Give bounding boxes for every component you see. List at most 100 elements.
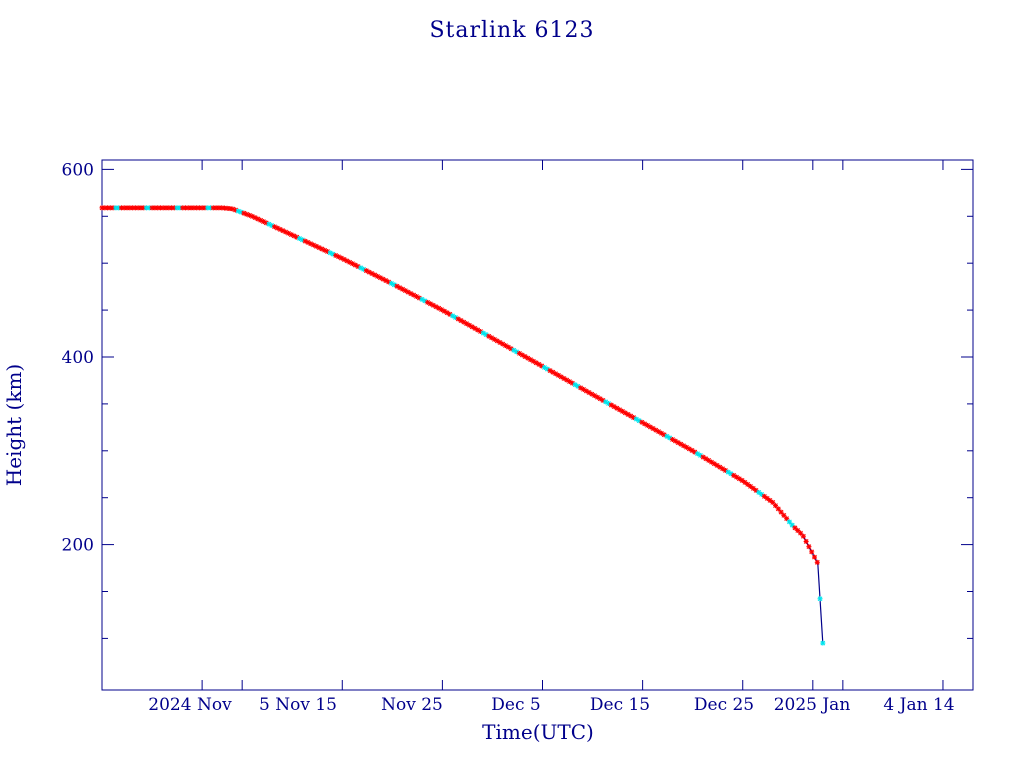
data-point-stroke (319, 246, 325, 252)
data-point-stroke (489, 335, 495, 341)
data-point-stroke (311, 242, 316, 248)
data-point-stroke (391, 282, 397, 288)
data-point-stroke (611, 404, 617, 410)
data-point-stroke (338, 255, 344, 261)
data-point-stroke (542, 365, 547, 370)
data-point-stroke (645, 423, 650, 428)
data-point (747, 483, 753, 489)
data-point-stroke (750, 485, 756, 491)
data-point-stroke (781, 512, 787, 518)
data-point-stroke (480, 330, 486, 336)
series-layer (99, 205, 826, 646)
data-point-stroke (798, 530, 803, 536)
data-point (806, 544, 812, 550)
data-point-stroke (258, 217, 264, 223)
data-point-stroke (269, 223, 275, 228)
series-line (102, 207, 824, 644)
data-point (739, 477, 745, 483)
data-point-stroke (419, 297, 425, 302)
y-axis-label: Height (km) (2, 364, 26, 486)
data-point-stroke (678, 441, 684, 447)
data-point-stroke (327, 250, 333, 256)
data-point-stroke (812, 554, 817, 560)
data-point-stroke (461, 319, 467, 325)
data-point-stroke (603, 399, 609, 405)
data-point (455, 316, 461, 322)
data-point-stroke (800, 533, 806, 539)
data-point-stroke (505, 344, 511, 350)
data-point-stroke (770, 499, 776, 505)
data-point (767, 497, 773, 503)
data-point-stroke (455, 316, 461, 322)
data-point-stroke (447, 311, 453, 317)
data-point-stroke (358, 265, 364, 271)
data-point-stroke (692, 449, 698, 455)
data-point-stroke (592, 393, 598, 399)
data-point-stroke (428, 301, 433, 307)
data-point-stroke (817, 596, 823, 602)
data-point-stroke (305, 240, 311, 245)
data-point-stroke (500, 341, 506, 347)
data-point-stroke (280, 228, 286, 234)
data-point-stroke (297, 236, 302, 241)
data-point-stroke (628, 413, 634, 419)
data-point-stroke (544, 366, 550, 372)
data-point-stroke (372, 272, 378, 278)
data-point-stroke (795, 528, 801, 533)
data-point-stroke (686, 446, 692, 452)
data-point (745, 481, 751, 487)
data-point-stroke (803, 539, 809, 544)
data-point-stroke (433, 304, 439, 310)
data-point-stroke (408, 291, 414, 296)
data-point-stroke (299, 237, 305, 243)
data-point (642, 421, 648, 427)
x-tick-label: Dec 15 (590, 695, 650, 715)
data-point-stroke (689, 448, 695, 453)
data-point-stroke (764, 495, 770, 501)
data-point-stroke (586, 390, 592, 395)
data-point-stroke (263, 220, 269, 226)
data-point-stroke (700, 454, 706, 460)
data-point-stroke (386, 279, 392, 285)
data-point-stroke (536, 361, 542, 367)
data-point-stroke (787, 519, 792, 525)
data-point-stroke (497, 340, 503, 345)
data-point-stroke (553, 371, 559, 377)
data-point-stroke (441, 308, 447, 314)
data-point (233, 207, 239, 213)
data-point-stroke (330, 251, 336, 257)
x-tick-label: Nov 25 (381, 695, 443, 715)
data-point-stroke (453, 315, 458, 320)
data-point-stroke (325, 249, 330, 254)
data-point-stroke (731, 473, 737, 478)
data-point-stroke (625, 412, 631, 417)
data-point-stroke (383, 278, 389, 283)
data-point-stroke (567, 379, 572, 384)
data-point-stroke (684, 444, 689, 450)
data-point-stroke (350, 261, 355, 267)
data-point-stroke (550, 369, 556, 375)
data-point-stroke (249, 213, 255, 219)
data-point-stroke (675, 440, 681, 445)
data-point-stroke (247, 212, 252, 218)
data-point-stroke (725, 469, 731, 475)
data-point-stroke (525, 355, 531, 361)
data-point-stroke (736, 476, 742, 482)
data-point-stroke (341, 257, 347, 262)
data-point-stroke (581, 387, 586, 392)
data-point-stroke (380, 276, 386, 282)
data-point-stroke (416, 295, 422, 301)
data-point-stroke (617, 407, 623, 413)
data-point-stroke (556, 372, 561, 378)
y-axis: 200 400 600 (62, 160, 973, 639)
data-point-stroke (706, 458, 712, 463)
data-point-stroke (650, 426, 656, 431)
data-point-stroke (642, 421, 648, 427)
data-point (817, 596, 823, 602)
data-point-stroke (430, 302, 436, 308)
data-point-stroke (739, 478, 745, 483)
data-point-stroke (308, 241, 314, 247)
data-point-stroke (333, 253, 339, 258)
data-point-stroke (820, 640, 826, 646)
data-point-stroke (756, 489, 762, 495)
